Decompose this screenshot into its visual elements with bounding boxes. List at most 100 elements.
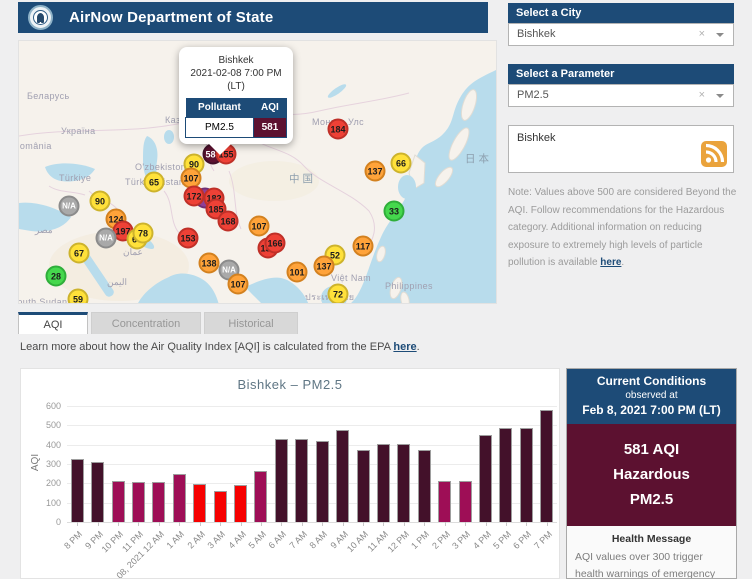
- current-conditions-title: Current Conditions: [596, 374, 707, 388]
- map-country-label: 日本: [465, 153, 492, 165]
- aqi-marker[interactable]: 65: [143, 171, 165, 193]
- chart-bar: [91, 462, 105, 522]
- chart-bar: [479, 435, 493, 522]
- chart-y-tick: 100: [45, 497, 61, 508]
- app-header: AirNow Department of State: [18, 2, 488, 33]
- chart-x-tickmark: [383, 522, 385, 526]
- popup-datetime: 2021-02-08 7:00 PM: [190, 68, 282, 79]
- health-message-text: AQI values over 300 trigger health warni…: [575, 551, 716, 579]
- aqi-marker[interactable]: N/A: [95, 227, 117, 249]
- map-country-label: Беларусь: [27, 91, 70, 101]
- aqi-marker[interactable]: 66: [390, 152, 412, 174]
- health-message-title: Health Message: [611, 533, 692, 545]
- aqi-marker[interactable]: 168: [217, 210, 239, 232]
- tab-concentration[interactable]: Concentration: [91, 312, 201, 334]
- health-message-section: Health Message AQI values over 300 trigg…: [567, 526, 736, 579]
- map-country-label: اليمن: [107, 277, 128, 287]
- tab-historical[interactable]: Historical: [204, 312, 298, 334]
- aqi-marker[interactable]: 72: [327, 283, 349, 303]
- parameter-clear-icon[interactable]: ×: [698, 89, 705, 101]
- aqi-marker[interactable]: N/A: [58, 195, 80, 217]
- chart-x-tickmark: [322, 522, 324, 526]
- aqi-chart-panel: Bishkek – PM2.5 AQI 600 500 400 300 200 100 0 …: [20, 368, 560, 579]
- aqi-marker[interactable]: 117: [352, 235, 374, 257]
- observed-datetime: Feb 8, 2021 7:00 PM (LT): [582, 403, 721, 417]
- aqi-marker[interactable]: 107: [248, 215, 270, 237]
- chart-bar: [254, 470, 268, 522]
- chart-x-tickmark: [444, 522, 446, 526]
- chart-bar: [540, 409, 554, 522]
- chart-bar: [336, 430, 350, 522]
- aqi-marker[interactable]: 153: [177, 227, 199, 249]
- rss-feed-box: Bishkek: [508, 125, 734, 173]
- map-country-label: Україна: [61, 126, 96, 136]
- chart-y-tick: 300: [45, 459, 61, 469]
- chart-bar: [234, 485, 248, 522]
- chart-bar: [397, 443, 411, 522]
- map-country-label: România: [19, 141, 52, 151]
- city-chevron-down-icon[interactable]: [716, 33, 724, 37]
- aqi-marker[interactable]: 33: [383, 200, 405, 222]
- app-title: AirNow Department of State: [69, 9, 274, 26]
- tab-aqi[interactable]: AQI: [18, 312, 88, 334]
- chart-gridline: 100: [46, 498, 557, 508]
- aqi-marker[interactable]: 67: [68, 242, 90, 264]
- parameter-chevron-down-icon[interactable]: [716, 94, 724, 98]
- aqi-marker[interactable]: 172: [183, 185, 205, 207]
- chart-x-tickmark: [546, 522, 548, 526]
- parameter-select[interactable]: PM2.5 ×: [508, 84, 734, 107]
- map-country-label: Việt Nam: [331, 273, 372, 283]
- map-country-label: 中国: [289, 173, 316, 185]
- popup-aqi-value: 581: [252, 117, 288, 138]
- aqi-marker[interactable]: 184: [327, 118, 349, 140]
- chart-gridline: 200: [46, 478, 557, 488]
- aqi-marker[interactable]: 101: [286, 261, 308, 283]
- chart-bar: [376, 443, 390, 522]
- note-here-link[interactable]: here: [600, 257, 622, 268]
- aqi-marker[interactable]: 137: [313, 255, 335, 277]
- chart-x-tickmark: [138, 522, 140, 526]
- chart-x-tickmark: [505, 522, 507, 526]
- popup-city: Bishkek: [218, 55, 254, 66]
- aqi-marker[interactable]: 28: [45, 265, 67, 287]
- chart-bar: [70, 459, 84, 522]
- note-text: Note: Values above 500 are considered Be…: [508, 187, 737, 268]
- aqi-marker[interactable]: 107: [227, 273, 249, 295]
- aqi-map[interactable]: БеларусьУкраїнаRomâniaTürkiyeКазахстанO'…: [18, 40, 497, 304]
- chart-x-tickmark: [77, 522, 79, 526]
- aqi-marker[interactable]: 137: [364, 160, 386, 182]
- aqi-marker[interactable]: 59: [67, 288, 89, 303]
- chart-gridline: 600: [46, 401, 557, 411]
- chart-bar: [499, 427, 513, 522]
- chart-bar: [356, 450, 370, 522]
- chart-x-tickmark: [465, 522, 467, 526]
- chart-bar: [315, 441, 329, 522]
- city-clear-icon[interactable]: ×: [698, 28, 705, 40]
- rss-icon[interactable]: [701, 141, 727, 167]
- chart-y-tick: 200: [45, 478, 61, 489]
- aqi-marker[interactable]: 138: [198, 252, 220, 274]
- epa-info-text: Learn more about how the Air Quality Ind…: [20, 341, 394, 353]
- note-period: .: [621, 257, 625, 268]
- aqi-value: 581 AQI: [623, 441, 680, 458]
- epa-info-line: Learn more about how the Air Quality Ind…: [20, 341, 420, 353]
- chart-bar: [152, 482, 166, 522]
- epa-here-link[interactable]: here: [393, 341, 417, 353]
- aqi-marker[interactable]: 166: [264, 232, 286, 254]
- aqi-marker[interactable]: 78: [132, 222, 154, 244]
- aqi-marker[interactable]: 90: [89, 190, 111, 212]
- popup-timezone: (LT): [227, 81, 245, 92]
- popup-table: Pollutant AQI PM2.5 581: [185, 98, 288, 138]
- map-country-label: Türkiye: [59, 173, 92, 183]
- popup-pollutant-value: PM2.5: [185, 117, 254, 138]
- chart-bar: [295, 438, 309, 522]
- chart-x-tickmark: [179, 522, 181, 526]
- chart-bar: [417, 450, 431, 522]
- chart-y-tick: 500: [45, 420, 61, 431]
- chart-tabs: AQI Concentration Historical: [18, 312, 298, 334]
- chart-x-tickmark: [301, 522, 303, 526]
- chart-y-tick: 0: [55, 517, 61, 527]
- epa-info-period: .: [416, 341, 420, 353]
- observed-at-label: observed at: [625, 390, 678, 401]
- city-select[interactable]: Bishkek ×: [508, 23, 734, 46]
